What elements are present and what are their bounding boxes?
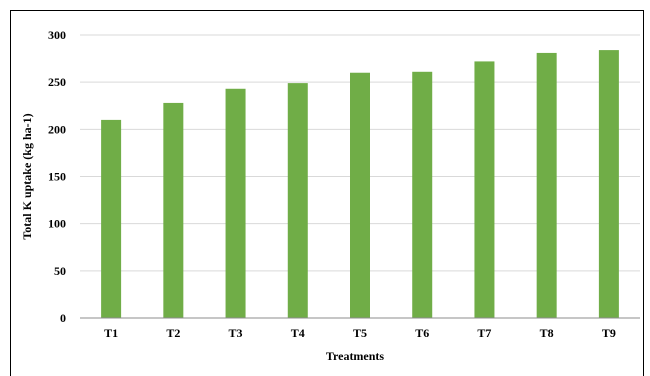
x-tick-label: T7 [477, 326, 491, 340]
bar-t7 [474, 61, 495, 319]
y-tick-label: 100 [48, 217, 66, 231]
bar-t6 [412, 71, 433, 318]
bar-chart: 0 50 100 150 200 250 300 T1 T2 T3 T4 T5 T6 T7 T8 T9 To… [20, 28, 640, 363]
y-tick-labels: 0 50 100 150 200 250 300 [48, 28, 66, 325]
bar-t3 [225, 88, 246, 319]
y-axis-title: Total K uptake (kg ha-1) [20, 113, 34, 239]
x-tick-label: T9 [602, 326, 616, 340]
y-tick-label: 300 [48, 28, 66, 42]
x-tick-label: T5 [353, 326, 367, 340]
x-tick-label: T1 [104, 326, 118, 340]
x-tick-label: T2 [166, 326, 180, 340]
bars [101, 50, 619, 319]
bar-t8 [536, 52, 557, 318]
x-tick-label: T3 [229, 326, 243, 340]
x-tick-label: T6 [415, 326, 429, 340]
x-tick-labels: T1 T2 T3 T4 T5 T6 T7 T8 T9 [104, 326, 616, 340]
y-tick-label: 0 [60, 311, 66, 325]
y-tick-label: 250 [48, 75, 66, 89]
bar-t9 [598, 50, 619, 319]
x-axis-title: Treatments [326, 349, 385, 363]
y-tick-label: 200 [48, 122, 66, 136]
bar-t5 [350, 72, 370, 318]
bar-t4 [287, 83, 308, 318]
y-tick-label: 50 [54, 264, 66, 278]
x-tick-label: T4 [291, 326, 305, 340]
chart-frame [10, 10, 644, 376]
y-tick-label: 150 [48, 170, 66, 184]
x-tick-label: T8 [540, 326, 554, 340]
bar-t1 [101, 119, 122, 319]
bar-t2 [163, 102, 184, 318]
